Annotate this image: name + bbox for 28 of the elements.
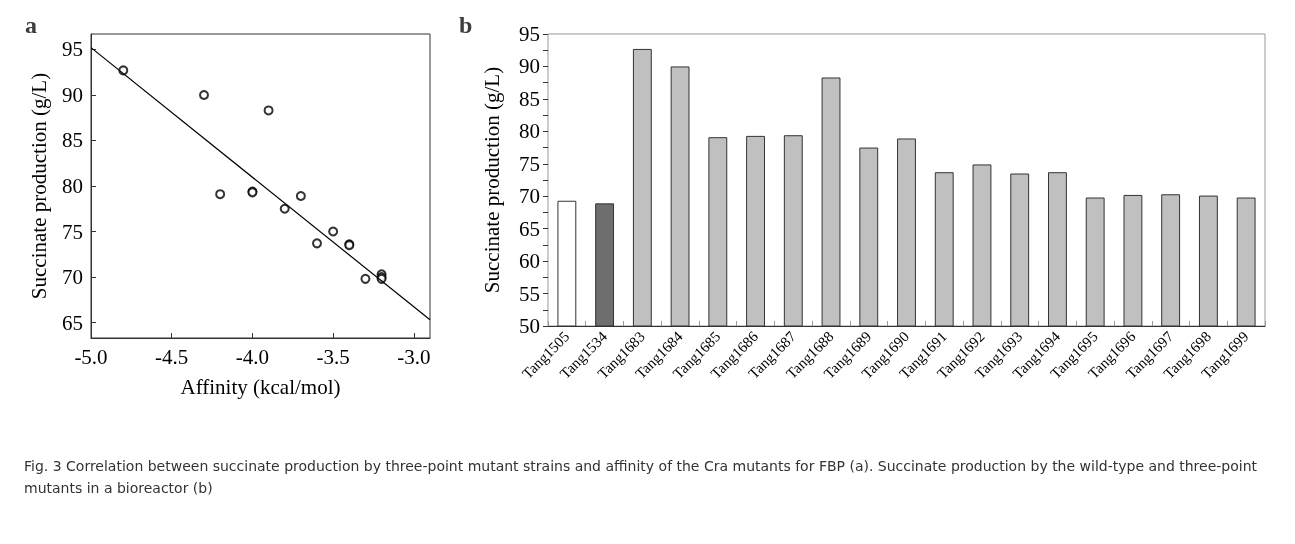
x-tick-label: -5.0 [74,344,108,369]
y-tick-label: 55 [519,281,540,306]
y-tick-label: 90 [62,82,83,107]
y-tick-label: 85 [62,128,83,153]
x-tick-label: -3.5 [316,344,350,369]
y-tick-label: 85 [519,86,540,111]
y-tick-label: 75 [62,219,83,244]
x-tick-label: -4.5 [155,344,189,369]
chart-title: a [25,12,37,38]
y-tick-label: 65 [62,310,83,335]
y-tick-label: 90 [519,54,540,79]
y-axis-title: Succinate production (g/L) [479,66,504,294]
y-tick-label: 80 [519,119,540,144]
x-tick-label: -3.0 [397,344,431,369]
y-tick-label: 50 [519,314,540,338]
y-tick-label: 70 [62,265,83,290]
x-axis-title: Affinity (kcal/mol) [180,374,341,399]
chart-title: b [459,12,473,38]
y-tick-label: 95 [519,22,540,46]
caption: Fig. 3 Correlation between succinate production by three-point mutant strains and affinity of the Cra mutants for FBP (a). Succinate production by the wild-type and three-point mutants in a bioreactor (b) [24,457,1259,499]
y-tick-label: 70 [519,184,540,209]
y-axis-title: Succinate production (g/L) [26,72,51,300]
y-tick-label: 80 [62,174,83,198]
y-tick-label: 95 [62,37,83,62]
y-tick-label: 75 [519,151,540,176]
y-tick-label: 60 [519,249,540,274]
x-tick-label: -4.0 [235,344,270,369]
y-tick-label: 65 [519,216,540,241]
